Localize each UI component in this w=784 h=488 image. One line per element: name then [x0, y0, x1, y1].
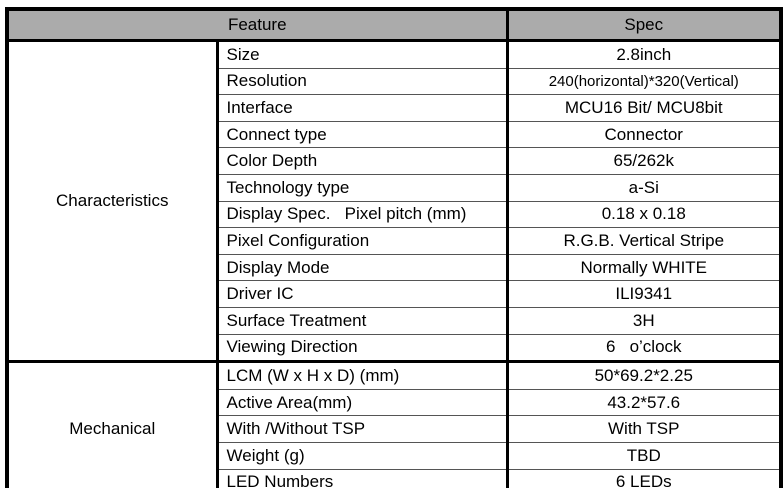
spec-cell: Connector — [507, 121, 781, 149]
table-row: Driver IC ILI9341 — [7, 280, 781, 308]
table-row: Characteristics Size 2.8inch — [7, 38, 781, 362]
feature-cell: Connect type — [217, 121, 509, 149]
feature-cell: Size — [217, 39, 509, 69]
spec-cell: 50*69.2*2.25 — [507, 360, 781, 390]
table-row: LED Numbers 6 LEDs — [7, 469, 781, 488]
table-row: With /Without TSP With TSP — [7, 415, 781, 443]
feature-cell: Interface — [217, 94, 509, 122]
spec-cell: 3H — [507, 307, 781, 335]
table-row: Resolution 240(horizontal)*320(Vertical) — [7, 68, 781, 96]
table-row: Color Depth 65/262k — [7, 147, 781, 175]
header-spec: Spec — [507, 9, 781, 42]
table-row: Display Spec. Pixel pitch (mm) 0.18 x 0.… — [7, 201, 781, 229]
spec-cell: 65/262k — [507, 147, 781, 175]
feature-cell: LCM (W x H x D) (mm) — [217, 360, 509, 390]
spec-cell: R.G.B. Vertical Stripe — [507, 227, 781, 255]
feature-cell: Active Area(mm) — [217, 389, 509, 417]
feature-cell: Display Spec. Pixel pitch (mm) — [217, 201, 509, 229]
spec-cell: a-Si — [507, 174, 781, 202]
feature-cell: LED Numbers — [217, 469, 509, 488]
table-row: Pixel Configuration R.G.B. Vertical Stri… — [7, 227, 781, 255]
spec-cell: 0.18 x 0.18 — [507, 201, 781, 229]
spec-table: Feature Spec Characteristics Size 2.8inc… — [5, 7, 783, 488]
feature-cell: Resolution — [217, 68, 509, 96]
spec-cell: With TSP — [507, 415, 781, 443]
spec-cell: MCU16 Bit/ MCU8bit — [507, 94, 781, 122]
feature-cell: Display Mode — [217, 254, 509, 282]
spec-cell: 43.2*57.6 — [507, 389, 781, 417]
header-row: Feature Spec — [7, 9, 781, 42]
table-row: Interface MCU16 Bit/ MCU8bit — [7, 94, 781, 122]
spec-cell: 6 LEDs — [507, 469, 781, 488]
table-row: Technology type a-Si — [7, 174, 781, 202]
spec-cell: TBD — [507, 442, 781, 470]
feature-cell: Viewing Direction — [217, 334, 509, 363]
table-row: Surface Treatment 3H — [7, 307, 781, 335]
feature-cell: Driver IC — [217, 280, 509, 308]
spec-cell: 6 o’clock — [507, 334, 781, 363]
section-label-mechanical: Mechanical — [7, 360, 219, 488]
feature-cell: Weight (g) — [217, 442, 509, 470]
feature-cell: Technology type — [217, 174, 509, 202]
table-row: Weight (g) TBD — [7, 442, 781, 470]
spec-cell: 2.8inch — [507, 39, 781, 69]
table-row: Active Area(mm) 43.2*57.6 — [7, 389, 781, 417]
table-row: Connect type Connector — [7, 121, 781, 149]
section-label-characteristics: Characteristics — [7, 38, 219, 362]
feature-cell: Pixel Configuration — [217, 227, 509, 255]
feature-cell: Color Depth — [217, 147, 509, 175]
spec-cell: ILI9341 — [507, 280, 781, 308]
table-row: Display Mode Normally WHITE — [7, 254, 781, 282]
feature-cell: With /Without TSP — [217, 415, 509, 443]
feature-cell: Surface Treatment — [217, 307, 509, 335]
header-feature: Feature — [7, 9, 509, 42]
spec-cell: 240(horizontal)*320(Vertical) — [507, 68, 781, 96]
spec-cell: Normally WHITE — [507, 254, 781, 282]
table-row: Mechanical LCM (W x H x D) (mm) 50*69.2*… — [7, 360, 781, 488]
